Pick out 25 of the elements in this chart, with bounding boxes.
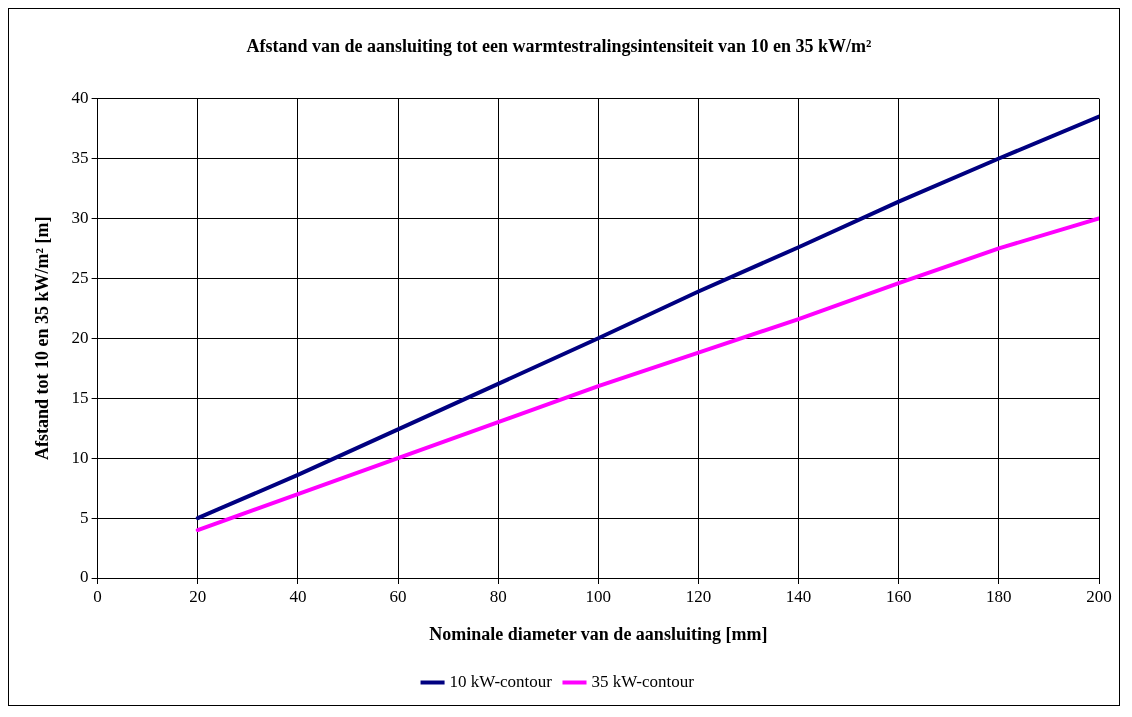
- y-tick-label: 40: [71, 88, 89, 108]
- y-tick-label: 35: [71, 147, 89, 167]
- x-tick-label: 200: [1086, 586, 1112, 606]
- x-tick-label: 120: [685, 586, 712, 606]
- y-tick-label: 0: [80, 567, 89, 587]
- x-tick-label: 20: [189, 586, 207, 606]
- x-tick-label: 100: [585, 586, 612, 606]
- x-tick-label: 140: [785, 586, 812, 606]
- y-axis-title: Afstand tot 10 en 35 kW/m² [m]: [32, 216, 53, 460]
- y-tick-label: 25: [71, 267, 89, 287]
- x-tick-label: 0: [93, 586, 102, 606]
- y-tick-label: 15: [71, 387, 89, 407]
- x-tick-label: 60: [389, 586, 407, 606]
- x-tick-label: 160: [885, 586, 912, 606]
- legend-label: 35 kW-contour: [591, 671, 695, 691]
- x-tick-label: 180: [986, 586, 1012, 606]
- x-tick-label: 40: [289, 586, 307, 606]
- x-axis-title: Nominale diameter van de aansluiting [mm]: [429, 623, 768, 644]
- y-tick-label: 20: [71, 327, 89, 347]
- y-tick-label: 10: [71, 447, 89, 467]
- chart-title: Afstand van de aansluiting tot een warmtestralingsintensiteit van 10 en 35 kW/m²: [246, 36, 872, 57]
- y-tick-label: 30: [71, 207, 89, 227]
- y-tick-label: 5: [80, 507, 89, 527]
- legend-label: 10 kW-contour: [449, 671, 553, 691]
- x-tick-label: 80: [489, 586, 507, 606]
